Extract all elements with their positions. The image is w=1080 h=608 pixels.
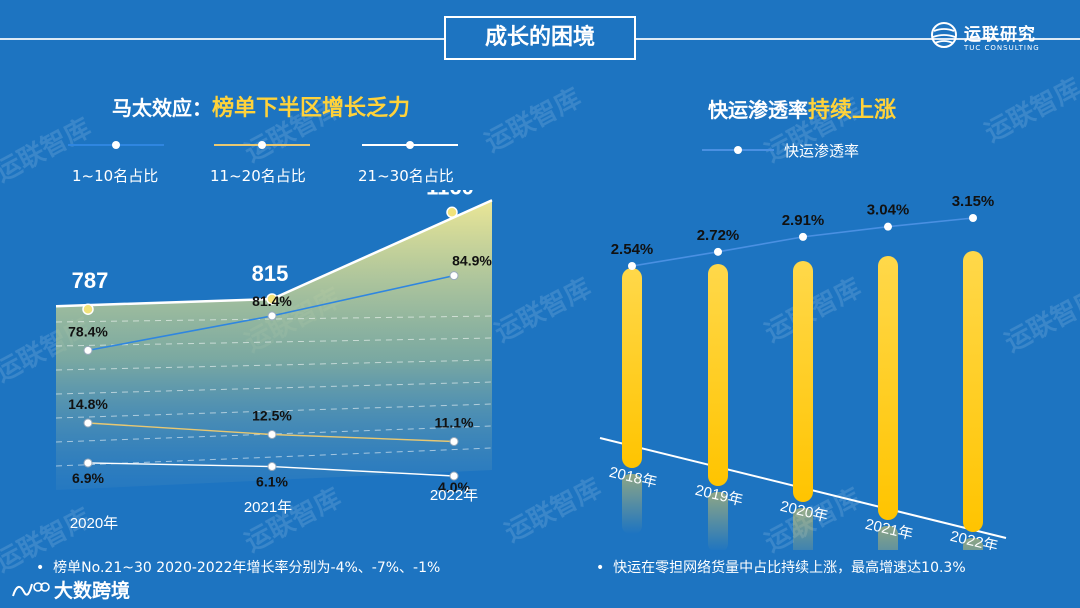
right-bar-chart: 2.54%2.72%2.91%3.04%3.15%2018年2019年2020年… xyxy=(599,193,1007,550)
series-value-label: 11.1% xyxy=(435,415,474,431)
series-value-label: 6.9% xyxy=(72,470,104,486)
grid-line xyxy=(55,447,493,467)
penetration-point xyxy=(884,222,892,231)
right-legend: 快运渗透率 xyxy=(700,138,900,162)
legend-marker-11-20 xyxy=(258,141,266,149)
series-point xyxy=(267,430,277,439)
grid-line xyxy=(55,425,493,443)
penetration-value-label: 3.15% xyxy=(952,193,995,210)
series-value-label: 6.1% xyxy=(256,474,288,490)
series-value-label: 14.8% xyxy=(68,396,108,412)
penetration-point xyxy=(714,247,722,256)
brand-name: 运联研究 xyxy=(964,25,1036,45)
series-value-label: 4.0% xyxy=(438,479,470,495)
penetration-point xyxy=(628,262,636,270)
watermark-text: 运联智库 xyxy=(480,83,587,159)
legend-swatch-penetration xyxy=(702,146,774,154)
legend-label-11-20: 11~20名占比 xyxy=(210,167,306,185)
watermark-text: 运联智库 xyxy=(980,73,1080,149)
area-point xyxy=(446,206,458,219)
bullet-icon: • xyxy=(596,560,614,576)
bar-reflection xyxy=(963,538,983,550)
area-point xyxy=(266,293,278,305)
bar xyxy=(963,251,983,532)
globe-icon xyxy=(931,22,957,48)
legend-swatches xyxy=(68,141,458,149)
legend-marker-1-10 xyxy=(112,141,120,149)
bar-reflection xyxy=(878,526,898,550)
category-label: 2021年 xyxy=(244,499,292,516)
left-note-text: 榜单No.21~30 2020-2022年增长率分别为-4%、-7%、-1% xyxy=(53,560,441,576)
left-legend: 1~10名占比 11~20名占比 21~30名占比 xyxy=(64,135,484,190)
legend-label-21-30: 21~30名占比 xyxy=(358,167,454,185)
right-note: • 快运在零担网络货量中占比持续上涨，最高增速达10.3% xyxy=(596,557,966,577)
series-point xyxy=(83,345,93,355)
title-bar: 成长的困境 xyxy=(0,16,1080,62)
series-point xyxy=(449,271,459,281)
left-heading-highlight: 榜单下半区增长乏力 xyxy=(212,96,411,121)
area-point xyxy=(82,303,94,315)
grid-line xyxy=(55,403,493,419)
series-value-label: 84.9% xyxy=(452,253,492,269)
series-value-label: 12.5% xyxy=(252,408,292,424)
bar-reflection xyxy=(708,492,728,550)
penetration-value-label: 2.72% xyxy=(697,227,740,244)
right-note-text: 快运在零担网络货量中占比持续上涨，最高增速达10.3% xyxy=(613,560,966,576)
category-label: 2022年 xyxy=(430,487,478,504)
bar xyxy=(622,268,642,468)
bar xyxy=(793,261,813,502)
grid-line xyxy=(55,337,493,347)
brand-logo: 运联研究 TUC CONSULTING xyxy=(930,18,1050,58)
bar-reflection xyxy=(793,508,813,550)
legend-label-penetration: 快运渗透率 xyxy=(784,142,860,160)
legend-marker-21-30 xyxy=(406,141,414,149)
left-area-chart: 787 815 1160 78.4% 81.4% 84.9% 14.8% 12.5% 11.1%… xyxy=(55,190,493,532)
series-point xyxy=(449,437,459,446)
series-value-label: 81.4% xyxy=(252,293,292,309)
penetration-point xyxy=(969,214,977,222)
bar xyxy=(878,256,898,520)
footer-brand-name: 大数跨境 xyxy=(54,580,131,602)
title-rule-right xyxy=(636,38,1080,40)
brand-subtitle: TUC CONSULTING xyxy=(964,44,1040,52)
series-point xyxy=(267,462,277,472)
category-label: 2020年 xyxy=(70,515,118,532)
left-heading-prefix: 马太效应： xyxy=(112,96,212,120)
bar-reflection xyxy=(622,474,642,534)
penetration-value-label: 2.91% xyxy=(782,212,825,229)
right-heading-prefix: 快运渗透率 xyxy=(708,98,808,122)
area-value-label: 1160 xyxy=(426,190,474,199)
grid-line xyxy=(55,359,493,371)
footer-logo-icon xyxy=(12,582,50,597)
left-note: • 榜单No.21~30 2020-2022年增长率分别为-4%、-7%、-1% xyxy=(36,557,440,577)
series-value-label: 78.4% xyxy=(68,323,108,339)
left-heading: 马太效应：榜单下半区增长乏力 xyxy=(112,90,410,122)
page-title: 成长的困境 xyxy=(444,16,636,60)
series-point xyxy=(267,311,277,321)
area-value-label: 787 xyxy=(72,268,109,293)
bullet-icon: • xyxy=(36,560,54,576)
grid-line xyxy=(55,315,493,323)
bar xyxy=(708,264,728,486)
right-heading-highlight: 持续上涨 xyxy=(808,98,897,123)
area-value-label: 815 xyxy=(252,261,289,286)
penetration-value-label: 3.04% xyxy=(867,202,910,219)
penetration-point xyxy=(799,232,807,241)
grid-line xyxy=(55,381,493,395)
title-rule-left xyxy=(0,38,444,40)
right-heading: 快运渗透率持续上涨 xyxy=(708,92,896,124)
legend-label-1-10: 1~10名占比 xyxy=(72,167,159,185)
penetration-value-label: 2.54% xyxy=(611,241,654,258)
series-point xyxy=(83,458,93,468)
area-fill xyxy=(56,200,492,491)
series-point xyxy=(83,418,93,428)
series-point xyxy=(449,471,459,481)
